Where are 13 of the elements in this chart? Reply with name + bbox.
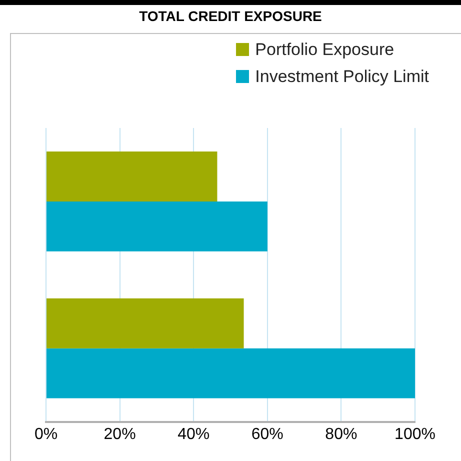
- bar: [46, 298, 244, 348]
- legend-label: Investment Policy Limit: [255, 66, 429, 86]
- legend-label: Portfolio Exposure: [255, 40, 394, 60]
- chart-title: TOTAL CREDIT EXPOSURE: [138, 8, 323, 24]
- x-tick-label: 80%: [325, 426, 358, 443]
- bar: [46, 201, 268, 252]
- x-tick-label: 40%: [178, 426, 210, 443]
- x-tick-label: 60%: [251, 426, 284, 443]
- bar: [46, 152, 218, 202]
- bar: [46, 348, 415, 398]
- x-tick-label: 0%: [34, 426, 58, 443]
- x-tick-label: 20%: [104, 426, 136, 443]
- x-tick-label: 100%: [394, 426, 436, 443]
